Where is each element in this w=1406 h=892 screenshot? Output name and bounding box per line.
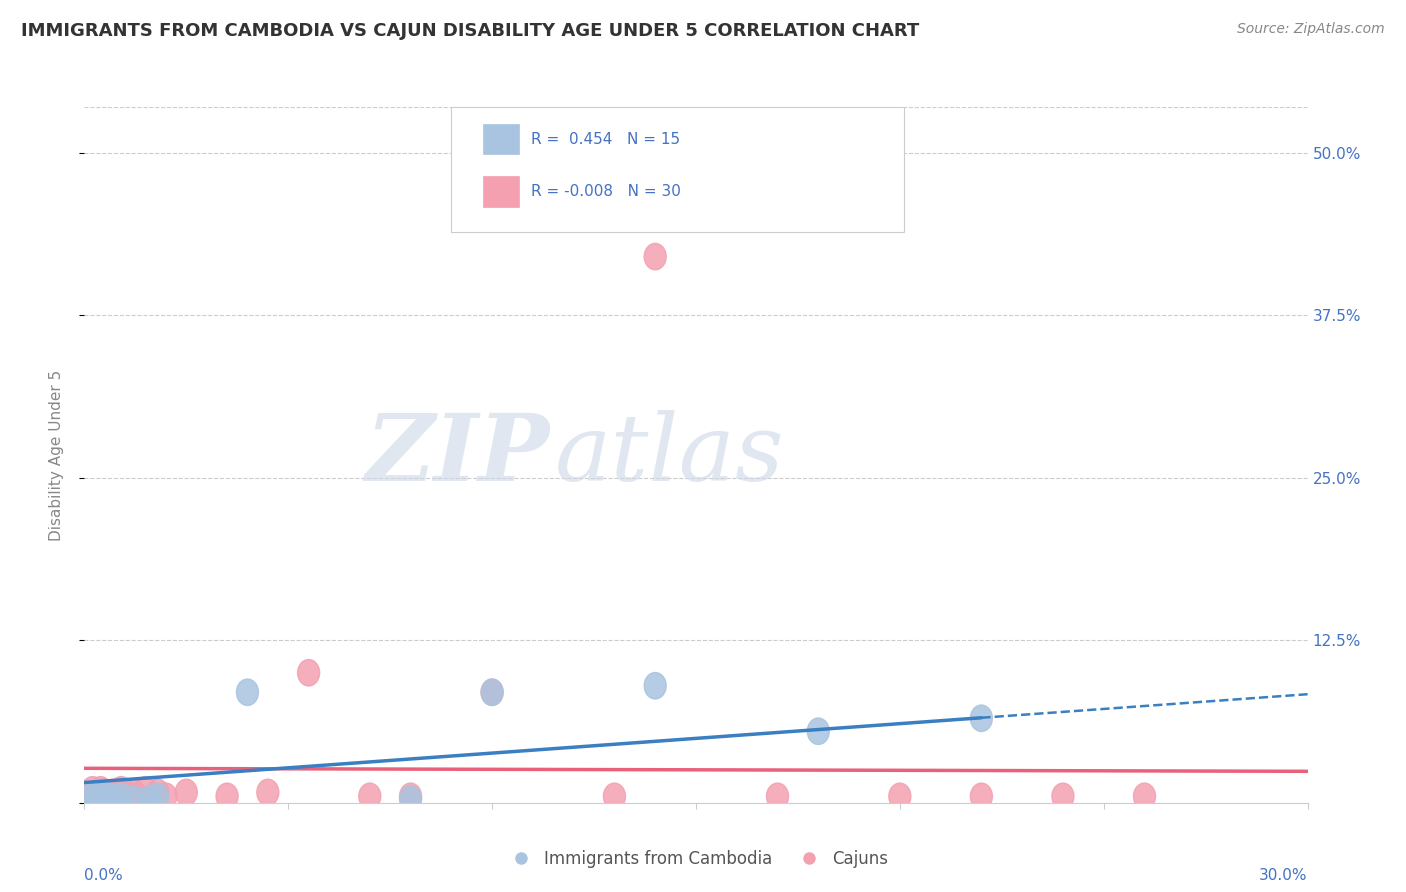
- Ellipse shape: [105, 783, 128, 810]
- Ellipse shape: [970, 783, 993, 810]
- FancyBboxPatch shape: [484, 177, 519, 207]
- Ellipse shape: [101, 786, 124, 812]
- Ellipse shape: [217, 783, 238, 810]
- Ellipse shape: [118, 783, 141, 810]
- Ellipse shape: [94, 780, 115, 805]
- Text: R =  0.454   N = 15: R = 0.454 N = 15: [531, 132, 681, 147]
- Ellipse shape: [146, 783, 169, 810]
- Text: atlas: atlas: [555, 410, 785, 500]
- Ellipse shape: [110, 783, 132, 810]
- Text: 0.0%: 0.0%: [84, 868, 124, 883]
- Text: 30.0%: 30.0%: [1260, 868, 1308, 883]
- Ellipse shape: [399, 786, 422, 812]
- Ellipse shape: [298, 659, 319, 686]
- Ellipse shape: [359, 783, 381, 810]
- Ellipse shape: [603, 783, 626, 810]
- Ellipse shape: [889, 783, 911, 810]
- Ellipse shape: [970, 705, 993, 731]
- Ellipse shape: [644, 673, 666, 699]
- Ellipse shape: [77, 783, 100, 810]
- Ellipse shape: [98, 783, 120, 810]
- Ellipse shape: [114, 780, 136, 805]
- Ellipse shape: [101, 780, 124, 805]
- Ellipse shape: [98, 783, 120, 810]
- Y-axis label: Disability Age Under 5: Disability Age Under 5: [49, 369, 63, 541]
- Ellipse shape: [257, 780, 278, 805]
- Text: IMMIGRANTS FROM CAMBODIA VS CAJUN DISABILITY AGE UNDER 5 CORRELATION CHART: IMMIGRANTS FROM CAMBODIA VS CAJUN DISABI…: [21, 22, 920, 40]
- Ellipse shape: [90, 780, 111, 805]
- Text: Source: ZipAtlas.com: Source: ZipAtlas.com: [1237, 22, 1385, 37]
- Ellipse shape: [1052, 783, 1074, 810]
- Ellipse shape: [122, 780, 145, 805]
- Ellipse shape: [77, 783, 100, 810]
- Ellipse shape: [644, 244, 666, 269]
- Ellipse shape: [135, 777, 156, 803]
- Ellipse shape: [90, 777, 111, 803]
- Ellipse shape: [139, 786, 160, 812]
- Legend: Immigrants from Cambodia, Cajuns: Immigrants from Cambodia, Cajuns: [498, 843, 894, 874]
- Ellipse shape: [766, 783, 789, 810]
- Ellipse shape: [86, 786, 108, 812]
- Ellipse shape: [807, 718, 830, 745]
- Ellipse shape: [236, 679, 259, 706]
- Ellipse shape: [481, 679, 503, 706]
- FancyBboxPatch shape: [484, 124, 519, 154]
- Text: R = -0.008   N = 30: R = -0.008 N = 30: [531, 184, 681, 199]
- Ellipse shape: [155, 783, 177, 810]
- Ellipse shape: [481, 679, 503, 706]
- Ellipse shape: [1133, 783, 1156, 810]
- Ellipse shape: [146, 780, 169, 805]
- FancyBboxPatch shape: [451, 107, 904, 232]
- Ellipse shape: [122, 786, 145, 812]
- Ellipse shape: [127, 783, 149, 810]
- Text: ZIP: ZIP: [366, 410, 550, 500]
- Ellipse shape: [110, 777, 132, 803]
- Ellipse shape: [86, 783, 108, 810]
- Ellipse shape: [176, 780, 197, 805]
- Ellipse shape: [399, 783, 422, 810]
- Ellipse shape: [82, 777, 104, 803]
